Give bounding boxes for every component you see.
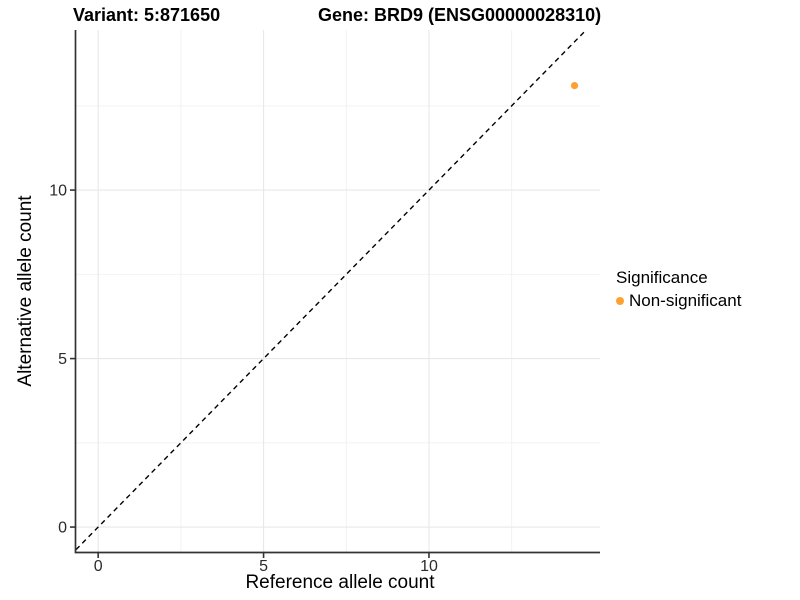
plot-title-variant: Variant: 5:871650: [73, 5, 221, 25]
svg-text:10: 10: [420, 558, 438, 575]
svg-text:10: 10: [49, 183, 67, 200]
legend-point-circle-icon: [616, 296, 624, 305]
legend: Significance Non-significant: [616, 268, 741, 310]
y-axis-title: Alternative allele count: [15, 195, 36, 387]
svg-text:5: 5: [58, 351, 67, 368]
svg-text:0: 0: [58, 520, 67, 537]
legend-item-label: Non-significant: [629, 291, 742, 310]
legend-item-non-significant: Non-significant: [616, 291, 741, 310]
svg-text:0: 0: [94, 558, 103, 575]
svg-text:5: 5: [259, 558, 268, 575]
legend-title: Significance: [616, 268, 708, 287]
x-axis-title: Reference allele count: [245, 572, 435, 593]
plot-title-gene: Gene: BRD9 (ENSG00000028310): [318, 5, 602, 25]
